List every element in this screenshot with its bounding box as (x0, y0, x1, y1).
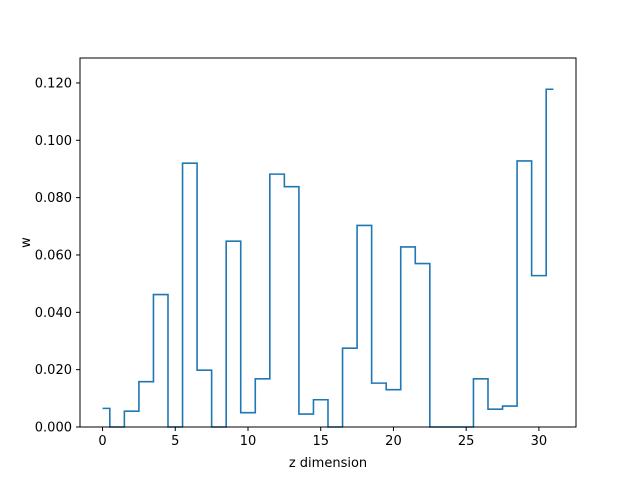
x-axis-label: z dimension (289, 456, 367, 471)
y-tick-label: 0.040 (35, 306, 72, 321)
axes-frame (79, 57, 577, 428)
y-tick-label: 0.000 (35, 421, 72, 436)
x-tick-label: 10 (240, 434, 257, 449)
y-tick-label: 0.080 (35, 191, 72, 206)
y-tick-label: 0.100 (35, 134, 72, 149)
plot-area (79, 57, 577, 428)
y-axis-ticks: 0.000 0.020 0.040 0.060 0.080 0.100 0.120 (35, 76, 80, 436)
y-tick-label: 0.120 (35, 76, 72, 91)
y-tick-label: 0.060 (35, 248, 72, 263)
y-axis-label: w (19, 237, 34, 248)
y-tick-label: 0.020 (35, 363, 72, 378)
x-tick-label: 5 (171, 434, 179, 449)
x-tick-label: 20 (385, 434, 402, 449)
x-tick-label: 15 (312, 434, 329, 449)
x-tick-label: 0 (98, 434, 106, 449)
x-tick-label: 25 (458, 434, 475, 449)
x-axis-ticks: 0 5 10 15 20 25 30 (98, 427, 547, 449)
x-tick-label: 30 (531, 434, 548, 449)
